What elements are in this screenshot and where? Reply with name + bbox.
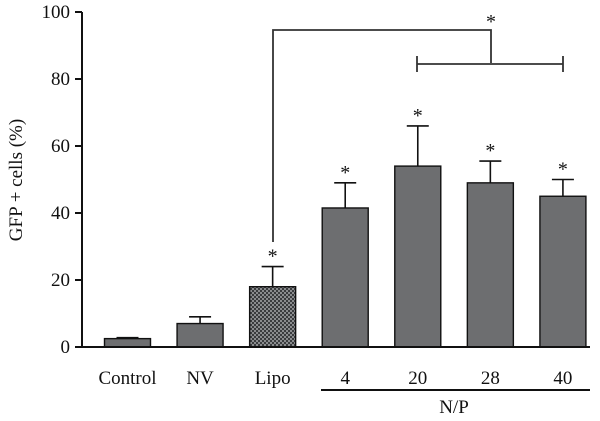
y-tick-label-80: 80 xyxy=(51,69,70,90)
y-axis-label: GFP + cells (%) xyxy=(6,119,27,241)
significance-markers: * * * * * xyxy=(268,105,568,268)
y-tick-label-0: 0 xyxy=(61,337,71,358)
error-bar-nv xyxy=(189,316,212,324)
star-40: * xyxy=(558,159,568,181)
x-label-nv: NV xyxy=(186,368,214,389)
x-axis-labels: Control NV Lipo 4 20 28 40 xyxy=(98,368,572,389)
bars xyxy=(103,165,587,348)
star-28: * xyxy=(485,140,495,162)
error-bar-control xyxy=(116,336,139,339)
error-bar-lipo xyxy=(261,265,284,287)
comparison-star: * xyxy=(486,11,496,33)
x-label-28: 28 xyxy=(481,368,500,389)
star-lipo: * xyxy=(268,246,278,268)
error-bar-20 xyxy=(406,125,429,167)
comparison-bracket: * xyxy=(272,11,564,242)
star-4: * xyxy=(340,162,350,184)
bar-lipo xyxy=(248,286,297,348)
y-tick-label-40: 40 xyxy=(51,203,70,224)
bar-20 xyxy=(394,165,442,348)
y-tick-label-20: 20 xyxy=(51,270,70,291)
x-label-20: 20 xyxy=(408,368,427,389)
error-bar-4 xyxy=(334,182,357,208)
bar-control xyxy=(103,337,152,348)
x-label-control: Control xyxy=(98,368,156,389)
star-20: * xyxy=(413,105,423,127)
bar-4 xyxy=(321,207,369,348)
x-label-4: 4 xyxy=(340,368,350,389)
bar-nv xyxy=(176,322,224,348)
error-bars xyxy=(116,125,574,339)
y-axis-ticks: 0 20 40 60 80 100 xyxy=(42,2,82,358)
x-label-lipo: Lipo xyxy=(255,368,291,389)
error-bar-28 xyxy=(479,160,502,183)
y-tick-label-60: 60 xyxy=(51,136,70,157)
bar-28 xyxy=(466,182,515,348)
x-label-40: 40 xyxy=(553,368,572,389)
bar-40 xyxy=(539,195,587,348)
error-bar-40 xyxy=(551,178,574,197)
y-tick-label-100: 100 xyxy=(42,2,71,23)
lipo-bracket-line xyxy=(272,29,492,242)
np-group-label: N/P xyxy=(439,397,469,418)
